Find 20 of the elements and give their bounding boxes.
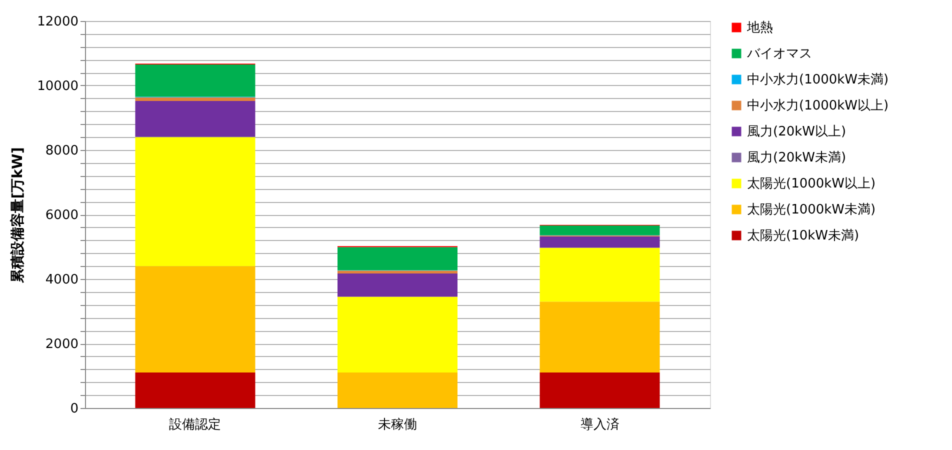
legend-label: 地熱 [746, 20, 773, 36]
legend-label: 中小水力(1000kW未満) [747, 72, 889, 88]
y-tick-label: 10000 [37, 79, 78, 94]
y-tick-label: 0 [70, 402, 78, 416]
legend-label: 太陽光(1000kW未満) [747, 202, 876, 218]
legend-label: バイオマス [746, 46, 812, 62]
y-tick-label: 8000 [45, 144, 78, 158]
legend-label: 太陽光(1000kW以上) [747, 176, 876, 192]
legend-label: 風力(20kW未満) [747, 150, 846, 166]
x-tick-label: 設備認定 [169, 418, 222, 432]
y-tick-label: 6000 [45, 208, 78, 223]
y-tick-label: 12000 [37, 14, 78, 30]
y-tick-label: 2000 [45, 337, 78, 352]
legend-label: 風力(20kW以上) [747, 124, 846, 140]
y-axis-title: 累積設備容量[万kW] [9, 147, 26, 284]
x-tick-label: 導入済 [580, 416, 620, 432]
legend-label: 中小水力(1000kW以上) [747, 98, 889, 114]
y-tick-label: 4000 [45, 272, 78, 288]
legend-label: 太陽光(10kW未満) [747, 228, 860, 244]
x-tick-label: 未稼働 [378, 418, 417, 432]
